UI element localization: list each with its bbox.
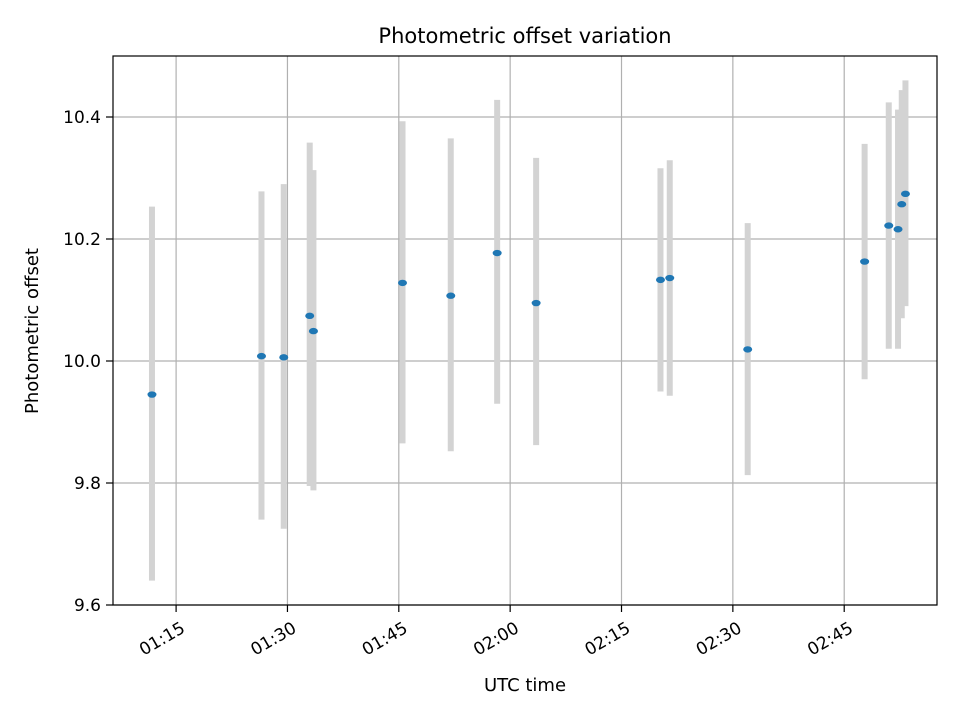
- point-layer: [147, 190, 910, 398]
- y-axis-label: Photometric offset: [22, 248, 43, 414]
- y-tick-label: 9.8: [74, 474, 101, 494]
- data-point: [147, 391, 157, 398]
- data-point: [655, 276, 665, 284]
- data-point: [308, 327, 318, 335]
- data-point: [900, 190, 910, 198]
- y-tick-label: 9.6: [74, 596, 101, 616]
- data-point: [884, 222, 894, 229]
- plot-area: [113, 56, 937, 605]
- chart-title: Photometric offset variation: [378, 24, 671, 48]
- data-point: [446, 292, 456, 299]
- data-point: [743, 346, 753, 353]
- data-point: [398, 279, 408, 287]
- data-point: [860, 258, 870, 265]
- data-point: [665, 274, 675, 282]
- data-point: [897, 201, 907, 208]
- data-point: [893, 226, 903, 233]
- data-point: [279, 354, 289, 361]
- data-point: [256, 352, 266, 360]
- data-point: [531, 299, 541, 307]
- data-point: [492, 249, 502, 257]
- y-tick-label: 10.4: [63, 108, 101, 128]
- y-axis: 9.6 9.8 10.0 10.2 10.4: [63, 108, 113, 616]
- plot-frame: [112, 55, 938, 606]
- x-axis-label: UTC time: [484, 675, 566, 696]
- y-tick-label: 10.2: [63, 230, 101, 250]
- y-tick-label: 10.0: [63, 352, 101, 372]
- data-point: [305, 312, 315, 320]
